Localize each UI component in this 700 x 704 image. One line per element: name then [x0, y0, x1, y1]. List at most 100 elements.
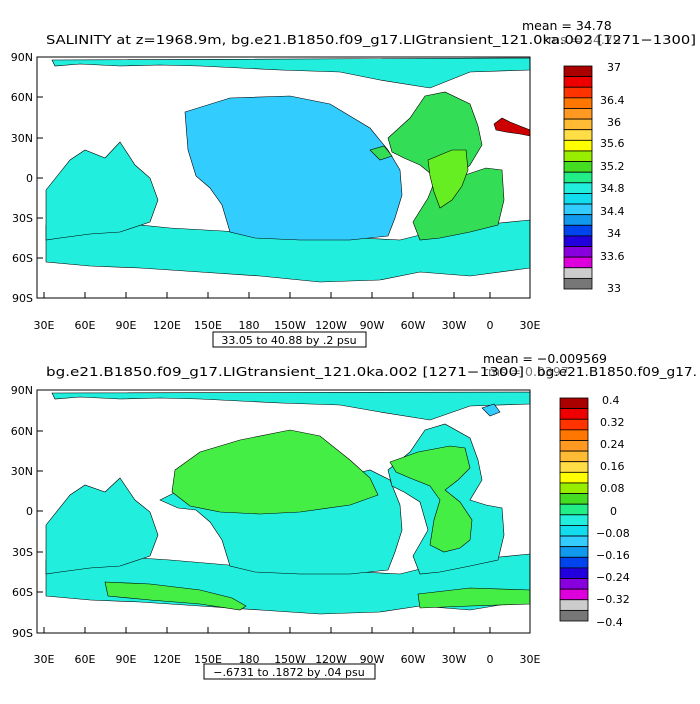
difference-colorbar-swatch	[559, 599, 589, 611]
difference-colorbar-swatch	[559, 408, 589, 420]
difference-colorbar: 0.4 0.32 0.24 0.16 0.08 0 −0.08 −0.16 −0…	[559, 394, 630, 629]
difference-colorbar-swatches	[559, 397, 589, 622]
salinity-pacific-ocean	[184, 95, 403, 241]
difference-x-tick-label: 150W	[274, 653, 306, 666]
difference-colorbar-swatch	[559, 493, 589, 505]
salinity-colorbar-label: 33	[607, 282, 621, 295]
difference-mean-label: mean = −0.009569	[483, 351, 607, 366]
salinity-x-tick-label: 60E	[75, 319, 96, 332]
difference-y-tick-label: 30S	[12, 546, 33, 559]
salinity-colorbar-swatch	[563, 161, 593, 173]
salinity-colorbar-swatches	[563, 65, 593, 290]
salinity-caribbean-patch	[369, 145, 393, 161]
difference-colorbar-label: −0.24	[596, 571, 630, 584]
difference-colorbar-swatch	[559, 461, 589, 473]
difference-title: bg.e21.B1850.f09_g17.LIGtransient_121.0k…	[46, 364, 524, 379]
difference-x-tick-label: 60E	[75, 653, 96, 666]
salinity-panel: SALINITY at z=1968.9m, bg.e21.B1850.f09_…	[11, 18, 696, 348]
salinity-colorbar-label: 36	[607, 116, 621, 129]
difference-axes: 90N 60N 30N 0 30S 60S 90S 30E 60E	[11, 384, 541, 666]
salinity-x-tick-label: 180	[239, 319, 260, 332]
salinity-colorbar-swatch	[563, 65, 593, 78]
salinity-colorbar-swatch	[563, 235, 593, 247]
difference-range-label: −.6731 to .1872 by .04 psu	[213, 666, 364, 679]
difference-colorbar-swatch	[559, 578, 589, 590]
salinity-x-tick-label: 0	[487, 319, 494, 332]
salinity-x-tick-label: 60W	[401, 319, 426, 332]
difference-colorbar-swatch	[559, 471, 589, 484]
salinity-colorbar-label: 34	[607, 227, 621, 240]
difference-colorbar-swatch	[559, 450, 589, 463]
salinity-colorbar-swatch	[563, 246, 593, 258]
salinity-colorbar-swatch	[563, 256, 593, 269]
salinity-x-tick-label: 90E	[116, 319, 137, 332]
salinity-colorbar-swatch	[563, 108, 593, 120]
difference-x-tick-label: 120E	[153, 653, 181, 666]
difference-colorbar-swatch	[559, 503, 589, 516]
salinity-range-label: 33.05 to 40.88 by .2 psu	[221, 334, 356, 347]
difference-colorbar-swatch	[559, 525, 589, 537]
salinity-x-tick-label: 120W	[315, 319, 347, 332]
salinity-y-tick-label: 60N	[11, 91, 33, 104]
salinity-colorbar-label: 34.4	[600, 205, 625, 218]
difference-x-tick-label: 90W	[360, 653, 385, 666]
salinity-y-tick-label: 0	[26, 172, 33, 185]
salinity-x-tick-label: 150W	[274, 319, 306, 332]
salinity-y-tick-label: 60S	[12, 252, 33, 265]
salinity-x-tick-label: 150E	[194, 319, 222, 332]
salinity-colorbar-swatch	[563, 277, 593, 290]
salinity-range-label-box	[212, 331, 367, 348]
difference-x-ticks: 30E 60E 90E 120E 150E 180 150W 120W 90W …	[34, 627, 541, 666]
difference-x-tick-label: 30E	[520, 653, 541, 666]
salinity-colorbar-label: 37	[607, 61, 621, 74]
salinity-colorbar-swatch	[563, 129, 593, 141]
difference-arctic-ocean	[51, 391, 530, 421]
salinity-x-tick-label: 120E	[153, 319, 181, 332]
difference-colorbar-swatch	[559, 440, 589, 452]
salinity-y-tick-label: 30N	[11, 132, 33, 145]
salinity-mean-label: mean = 34.78	[522, 18, 612, 33]
difference-colorbar-swatch	[559, 418, 589, 431]
difference-panel: bg.e21.B1850.f09_g17.LIGtransient_121.0k…	[11, 351, 697, 680]
salinity-colorbar-swatch	[563, 118, 593, 131]
difference-x-tick-label: 30W	[442, 653, 467, 666]
difference-colorbar-swatch	[559, 535, 589, 548]
difference-x-tick-label: 30E	[34, 653, 55, 666]
difference-colorbar-label: −0.16	[596, 549, 630, 562]
difference-colorbar-swatch	[559, 567, 589, 579]
difference-x-tick-label: 120W	[315, 653, 347, 666]
difference-north-pacific-positive	[171, 429, 379, 515]
difference-colorbar-label: −0.08	[596, 527, 630, 540]
difference-colorbar-label: 0.32	[600, 416, 625, 429]
salinity-x-tick-label: 30W	[442, 319, 467, 332]
salinity-map	[36, 56, 531, 299]
difference-indian-ocean	[45, 477, 159, 575]
difference-southern-positive-east	[104, 581, 247, 611]
difference-labrador-negative	[481, 403, 501, 417]
difference-x-tick-label: 60W	[401, 653, 426, 666]
salinity-colorbar-swatch	[563, 203, 593, 216]
difference-y-tick-label: 30N	[11, 465, 33, 478]
salinity-colorbar-swatch	[563, 193, 593, 205]
salinity-arctic-ocean	[51, 57, 530, 89]
salinity-rms-label: rms = 34.79	[543, 32, 621, 47]
difference-colorbar-label: 0	[610, 505, 617, 518]
difference-colorbar-swatch	[559, 397, 589, 410]
difference-colorbar-label: −0.32	[596, 593, 630, 606]
difference-colorbar-swatch	[559, 429, 589, 441]
difference-y-tick-label: 60S	[12, 586, 33, 599]
difference-range-label-box	[203, 663, 376, 680]
salinity-colorbar-swatch	[563, 171, 593, 184]
salinity-colorbar-swatch	[563, 76, 593, 88]
salinity-colorbar-label: 33.6	[600, 250, 625, 263]
salinity-title: SALINITY at z=1968.9m, bg.e21.B1850.f09_…	[46, 32, 696, 47]
difference-colorbar-swatch	[559, 609, 589, 622]
salinity-y-tick-label: 90S	[12, 292, 33, 305]
difference-colorbar-swatch	[559, 482, 589, 494]
difference-rms-label: rms = 0.0397	[483, 364, 569, 379]
difference-atlantic-positive	[389, 445, 473, 553]
salinity-mediterranean-high	[493, 117, 530, 137]
difference-y-tick-label: 90S	[12, 627, 33, 640]
difference-colorbar-label: 0.24	[600, 438, 625, 451]
